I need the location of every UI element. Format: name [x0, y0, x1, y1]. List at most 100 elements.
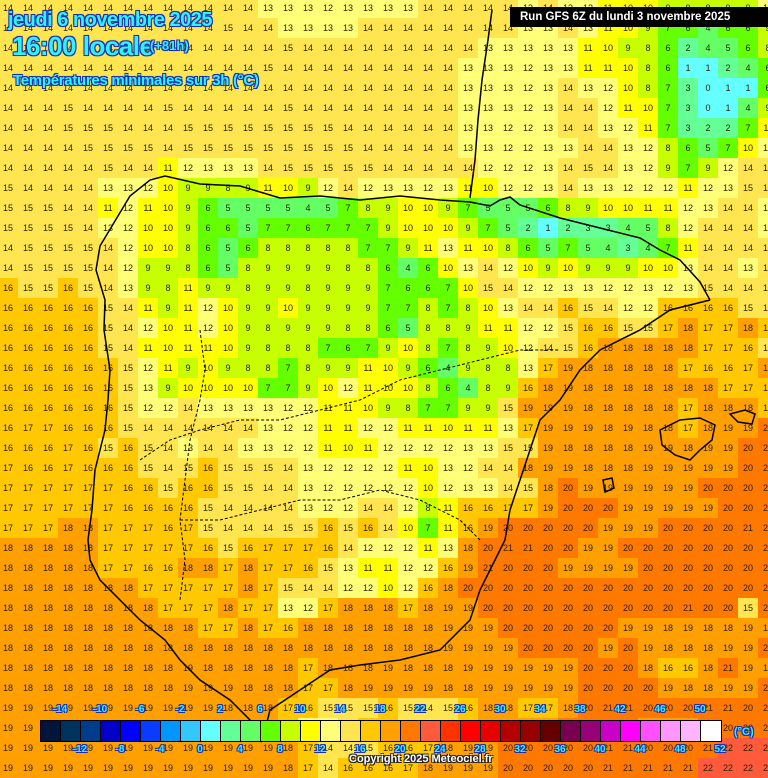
grid-value: 12	[678, 198, 698, 218]
grid-value: 16	[58, 398, 78, 418]
grid-value: 9	[158, 378, 178, 398]
grid-value: 18	[58, 558, 78, 578]
grid-value: 18	[658, 618, 678, 638]
grid-value: 18	[278, 678, 298, 698]
grid-value: 9	[258, 278, 278, 298]
grid-value: 9	[258, 258, 278, 278]
grid-value: 14	[558, 178, 578, 198]
grid-value: 16	[418, 578, 438, 598]
grid-value: 19	[498, 638, 518, 658]
grid-value: 21	[698, 738, 718, 758]
grid-value: 19	[638, 438, 658, 458]
grid-value: 19	[658, 478, 678, 498]
grid-value: 19	[18, 758, 38, 778]
grid-value: 14	[478, 18, 498, 38]
grid-value: 14	[118, 58, 138, 78]
grid-value: 9	[278, 278, 298, 298]
grid-value: 9	[218, 278, 238, 298]
grid-value: 18	[598, 418, 618, 438]
grid-value: 17	[518, 418, 538, 438]
grid-value: 13	[318, 18, 338, 38]
grid-value: 15	[58, 118, 78, 138]
grid-value: 13	[458, 258, 478, 278]
grid-value: 4	[738, 58, 758, 78]
grid-value: 14	[278, 498, 298, 518]
grid-value: 11	[378, 558, 398, 578]
grid-value: 10	[158, 218, 178, 238]
grid-value: 18	[78, 578, 98, 598]
grid-value: 8	[238, 358, 258, 378]
grid-value: 18	[18, 678, 38, 698]
grid-value: 15	[38, 258, 58, 278]
grid-value: 1	[538, 218, 558, 238]
legend-tick-top: 50	[694, 704, 706, 715]
grid-value: 19	[678, 478, 698, 498]
grid-value: 17	[78, 498, 98, 518]
grid-value: 17	[678, 398, 698, 418]
grid-value: 18	[358, 618, 378, 638]
grid-value: 4	[698, 38, 718, 58]
grid-value: 16	[18, 438, 38, 458]
grid-value: 15	[18, 198, 38, 218]
grid-value: 5	[398, 318, 418, 338]
grid-value: 11	[358, 438, 378, 458]
grid-value: 6	[518, 238, 538, 258]
grid-value: 10	[618, 198, 638, 218]
grid-value: 8	[758, 38, 768, 58]
grid-value: 12	[518, 318, 538, 338]
grid-value: 12	[618, 118, 638, 138]
grid-value: 11	[318, 438, 338, 458]
grid-value: 17	[738, 358, 758, 378]
grid-value: 11	[478, 418, 498, 438]
grid-value: 16	[718, 358, 738, 378]
grid-value: 15	[738, 598, 758, 618]
grid-value: 16	[158, 498, 178, 518]
grid-value: 9	[378, 338, 398, 358]
grid-value: 20	[738, 558, 758, 578]
legend-tick-bottom: 0	[197, 744, 203, 755]
grid-value: 19	[518, 398, 538, 418]
grid-value: 14	[378, 518, 398, 538]
grid-value: 20	[638, 678, 658, 698]
grid-value: 20	[538, 738, 558, 758]
grid-value: 20	[458, 578, 478, 598]
grid-value: 18	[338, 638, 358, 658]
grid-value: 20	[518, 638, 538, 658]
grid-value: 14	[98, 278, 118, 298]
grid-value: 17	[38, 498, 58, 518]
grid-value: 12	[618, 298, 638, 318]
grid-value: 18	[638, 358, 658, 378]
grid-value: 14	[178, 98, 198, 118]
grid-value: 16	[138, 478, 158, 498]
grid-value: 17	[178, 518, 198, 538]
grid-value: 18	[98, 658, 118, 678]
grid-value: 13	[498, 78, 518, 98]
grid-value: 9	[138, 258, 158, 278]
grid-value: 14	[278, 458, 298, 478]
grid-value: 22	[698, 758, 718, 778]
grid-value: 13	[98, 218, 118, 238]
grid-value: 16	[0, 418, 18, 438]
grid-value: 14	[258, 18, 278, 38]
grid-value: 17	[258, 558, 278, 578]
grid-value: 19	[678, 458, 698, 478]
grid-value: 7	[658, 78, 678, 98]
legend-swatch	[301, 721, 321, 741]
legend-tick-bottom: 48	[674, 744, 686, 755]
grid-value: 11	[98, 198, 118, 218]
grid-value: 14	[0, 138, 18, 158]
grid-value: 14	[18, 38, 38, 58]
grid-value: 14	[138, 38, 158, 58]
grid-value: 18	[98, 598, 118, 618]
grid-value: 10	[478, 178, 498, 198]
grid-value: 16	[378, 738, 398, 758]
grid-value: 8	[638, 78, 658, 98]
grid-value: 21	[758, 498, 768, 518]
grid-value: 15	[58, 258, 78, 278]
grid-value: 14	[78, 78, 98, 98]
grid-value: 20	[758, 598, 768, 618]
grid-value: 14	[398, 58, 418, 78]
grid-value: 7	[458, 198, 478, 218]
grid-value: 5	[638, 218, 658, 238]
grid-value: 14	[138, 98, 158, 118]
